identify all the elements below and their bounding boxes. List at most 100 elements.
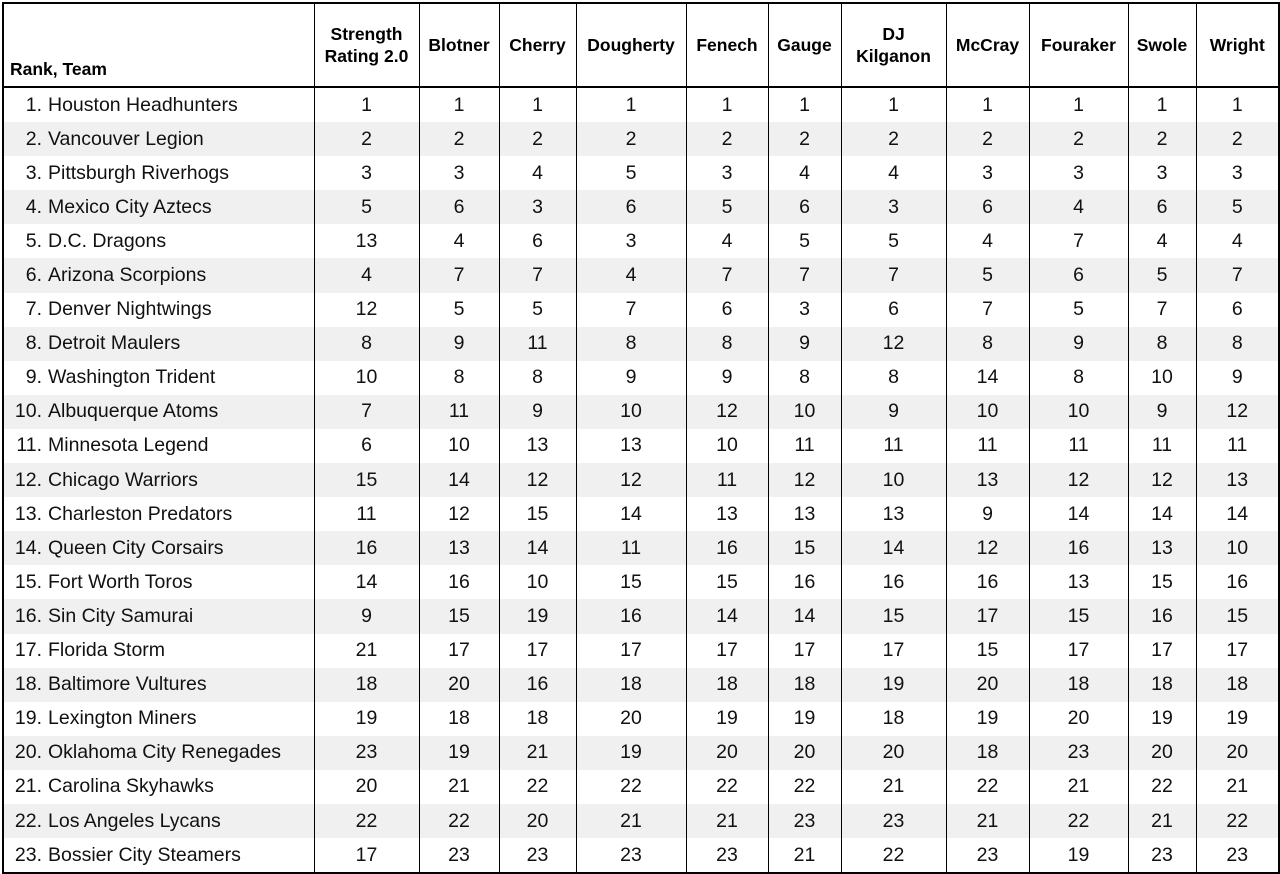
rating-cell: 8 — [313, 326, 420, 361]
rating-cell: 19 — [1028, 838, 1129, 874]
rating-cell: 5 — [945, 258, 1030, 293]
rating-cell: 21 — [575, 803, 687, 839]
rating-cell: 19 — [418, 735, 500, 770]
rating-cell: 7 — [945, 292, 1030, 327]
rating-cell: 21 — [767, 838, 842, 874]
rating-cell: 1 — [1195, 87, 1280, 123]
rating-cell: 20 — [767, 735, 842, 770]
table-row: 1. Houston Headhunters 1 1 1 1 1 1 1 1 1 1 1 — [2, 87, 1280, 123]
team-name: Vancouver Legion — [48, 127, 204, 150]
rating-cell: 16 — [945, 565, 1030, 600]
rating-cell: 3 — [313, 156, 420, 191]
rating-cell: 19 — [945, 701, 1030, 736]
rating-cell: 2 — [1127, 122, 1197, 157]
rating-cell: 6 — [1127, 190, 1197, 225]
rating-cell: 19 — [575, 735, 687, 770]
table-row: 7. Denver Nightwings 12 5 5 7 6 3 6 7 5 7 6 — [2, 292, 1280, 327]
rating-cell: 14 — [1127, 497, 1197, 532]
rank: 3. — [25, 161, 42, 184]
table-body: 1. Houston Headhunters 1 1 1 1 1 1 1 1 1 1 1 2. Vancou… — [2, 87, 1280, 874]
rating-cell: 14 — [945, 360, 1030, 395]
rating-cell: 22 — [575, 769, 687, 804]
rating-cell: 8 — [945, 326, 1030, 361]
team-cell: 13. Charleston Predators — [2, 497, 315, 532]
rating-cell: 20 — [1028, 701, 1129, 736]
team-name: Florida Storm — [48, 639, 166, 662]
rank: 7. — [25, 298, 42, 321]
rating-cell: 6 — [1028, 258, 1129, 293]
rank: 18. — [14, 673, 42, 696]
rating-cell: 2 — [1028, 122, 1129, 157]
rank: 23. — [14, 843, 42, 866]
team-cell: 5. D.C. Dragons — [2, 224, 315, 259]
rating-cell: 23 — [575, 838, 687, 874]
rating-cell: 22 — [313, 803, 420, 839]
rating-cell: 21 — [313, 633, 420, 668]
rating-cell: 17 — [498, 633, 577, 668]
column-header: Strength Rating 2.0 — [313, 3, 420, 88]
table-row: 17. Florida Storm 21 17 17 17 17 17 17 15 17 17 17 — [2, 633, 1280, 668]
rating-cell: 6 — [575, 190, 687, 225]
rating-cell: 5 — [840, 224, 947, 259]
rating-cell: 4 — [1195, 224, 1280, 259]
rating-cell: 4 — [313, 258, 420, 293]
rating-cell: 11 — [685, 463, 769, 498]
rating-cell: 17 — [685, 633, 769, 668]
rating-cell: 6 — [313, 428, 420, 464]
rating-cell: 17 — [1195, 633, 1280, 668]
rank: 12. — [14, 468, 42, 491]
rating-cell: 5 — [767, 224, 842, 259]
rating-cell: 9 — [767, 326, 842, 361]
table-row: 22. Los Angeles Lycans 22 22 20 21 21 23 23 21 22 2… — [2, 803, 1280, 839]
team-name: Arizona Scorpions — [48, 264, 207, 287]
rating-cell: 23 — [313, 735, 420, 770]
rating-cell: 15 — [685, 565, 769, 600]
team-cell: 8. Detroit Maulers — [2, 326, 315, 361]
table-row: 15. Fort Worth Toros 14 16 10 15 15 16 16 16 13 15 1… — [2, 565, 1280, 600]
team-cell: 4. Mexico City Aztecs — [2, 190, 315, 225]
rating-cell: 3 — [418, 156, 500, 191]
rating-cell: 10 — [1195, 531, 1280, 566]
rating-cell: 15 — [840, 599, 947, 634]
rating-cell: 22 — [418, 803, 500, 839]
team-name: Denver Nightwings — [48, 298, 212, 321]
rank: 19. — [14, 707, 42, 730]
rating-cell: 7 — [767, 258, 842, 293]
rating-cell: 16 — [840, 565, 947, 600]
rating-cell: 8 — [1195, 326, 1280, 361]
rating-cell: 21 — [1195, 769, 1280, 804]
rating-cell: 13 — [945, 463, 1030, 498]
rating-cell: 13 — [685, 497, 769, 532]
rating-cell: 15 — [1127, 565, 1197, 600]
rating-cell: 20 — [418, 667, 500, 702]
rating-cell: 12 — [1195, 394, 1280, 429]
rating-cell: 11 — [1028, 428, 1129, 464]
rank: 1. — [25, 93, 42, 116]
table-row: 4. Mexico City Aztecs 5 6 3 6 5 6 3 6 4 6 5 — [2, 190, 1280, 225]
rating-cell: 4 — [767, 156, 842, 191]
rating-cell: 23 — [685, 838, 769, 874]
rating-cell: 4 — [1127, 224, 1197, 259]
rating-cell: 11 — [767, 428, 842, 464]
team-cell: 15. Fort Worth Toros — [2, 565, 315, 600]
rank: 14. — [14, 536, 42, 559]
header-row: Rank, Team Strength Rating 2.0 Blotner Cher… — [2, 3, 1280, 88]
rating-cell: 9 — [1195, 360, 1280, 395]
rating-cell: 9 — [1028, 326, 1129, 361]
rating-cell: 3 — [575, 224, 687, 259]
rating-cell: 8 — [418, 360, 500, 395]
rating-cell: 18 — [498, 701, 577, 736]
rating-cell: 9 — [685, 360, 769, 395]
rating-cell: 1 — [685, 87, 769, 123]
team-name: Lexington Miners — [48, 707, 197, 730]
rating-cell: 16 — [1028, 531, 1129, 566]
team-name: Houston Headhunters — [48, 93, 238, 116]
rating-cell: 13 — [1028, 565, 1129, 600]
rating-cell: 8 — [685, 326, 769, 361]
rating-cell: 10 — [945, 394, 1030, 429]
rating-cell: 4 — [418, 224, 500, 259]
rating-cell: 20 — [1127, 735, 1197, 770]
rating-cell: 14 — [418, 463, 500, 498]
rating-cell: 6 — [498, 224, 577, 259]
rating-cell: 10 — [1028, 394, 1129, 429]
